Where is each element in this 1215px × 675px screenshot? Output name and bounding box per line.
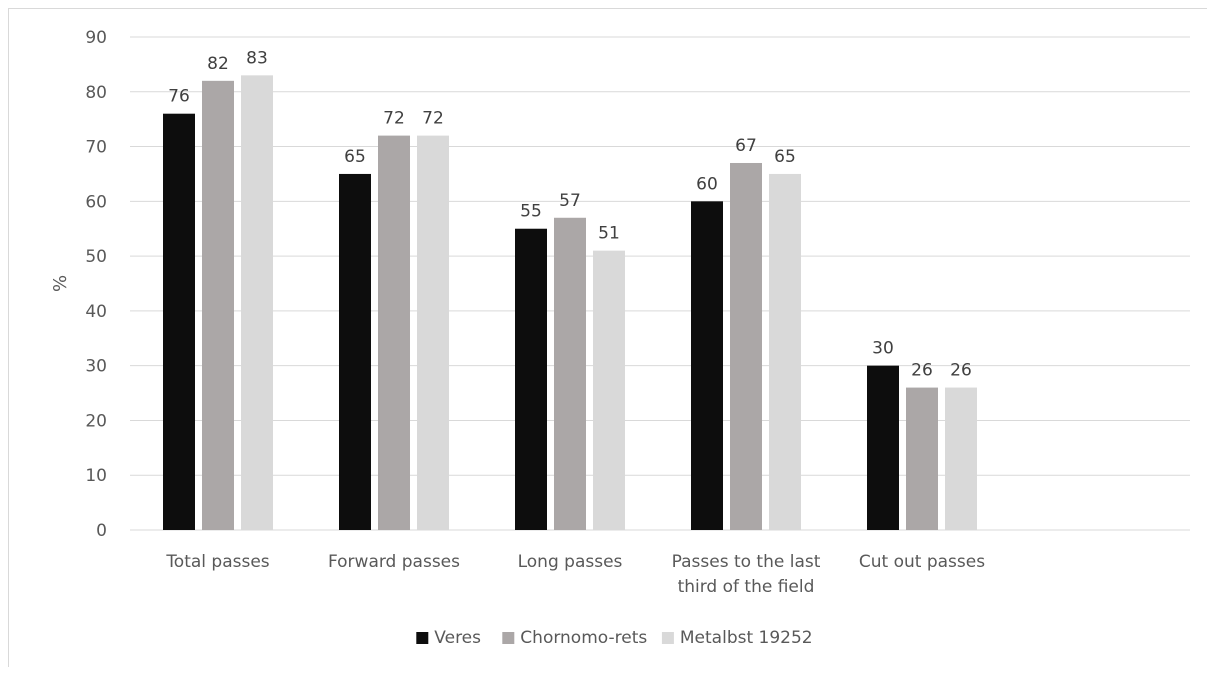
bar-chornomo-rets-3 bbox=[730, 162, 762, 530]
bar-metalbst-19252-3 bbox=[769, 173, 801, 530]
bar-metalbst-19252-0 bbox=[241, 75, 273, 530]
legend-label: Veres bbox=[434, 628, 481, 648]
bar-chornomo-rets-4 bbox=[906, 387, 938, 530]
data-label: 55 bbox=[520, 202, 542, 222]
data-label: 72 bbox=[383, 109, 405, 129]
bar-metalbst-19252-4 bbox=[945, 387, 977, 530]
bar-veres-4 bbox=[867, 365, 899, 530]
y-tick-label: 70 bbox=[85, 138, 107, 158]
data-label: 76 bbox=[168, 87, 190, 107]
data-label: 57 bbox=[559, 191, 581, 211]
bar-veres-0 bbox=[163, 113, 195, 530]
bar-chornomo-rets-2 bbox=[554, 217, 586, 530]
legend-swatch-2 bbox=[661, 632, 674, 644]
y-tick-label: 90 bbox=[85, 28, 107, 48]
y-tick-label: 0 bbox=[96, 521, 107, 541]
bar-metalbst-19252-2 bbox=[593, 250, 625, 530]
y-tick-label: 80 bbox=[85, 83, 107, 103]
data-label: 72 bbox=[422, 109, 444, 129]
bar-veres-1 bbox=[339, 173, 371, 530]
data-label: 67 bbox=[735, 136, 757, 156]
y-tick-label: 60 bbox=[85, 192, 107, 212]
x-category-label: Forward passes bbox=[328, 552, 460, 572]
bar-veres-3 bbox=[691, 201, 723, 531]
data-label: 65 bbox=[344, 147, 366, 167]
x-category-label: Passes to the last bbox=[672, 552, 821, 572]
x-category-label: Cut out passes bbox=[859, 552, 985, 572]
chart-frame bbox=[8, 8, 1207, 667]
data-label: 51 bbox=[598, 224, 620, 244]
bar-veres-2 bbox=[515, 228, 547, 530]
y-tick-label: 10 bbox=[85, 466, 107, 486]
legend-swatch-0 bbox=[416, 632, 429, 644]
legend-swatch-1 bbox=[502, 632, 515, 644]
y-tick-label: 50 bbox=[85, 247, 107, 267]
data-label: 82 bbox=[207, 54, 229, 74]
y-tick-label: 30 bbox=[85, 357, 107, 377]
x-category-label: third of the field bbox=[678, 577, 815, 597]
data-label: 26 bbox=[950, 361, 972, 381]
bar-metalbst-19252-1 bbox=[417, 135, 449, 530]
legend-label: Chornomo-rets bbox=[520, 628, 647, 648]
legend-label: Metalbst 19252 bbox=[680, 628, 813, 648]
data-label: 60 bbox=[696, 174, 718, 194]
y-tick-label: 40 bbox=[85, 302, 107, 322]
bar-chornomo-rets-1 bbox=[378, 135, 410, 530]
x-category-label: Total passes bbox=[165, 552, 269, 572]
bar-chornomo-rets-0 bbox=[202, 80, 234, 531]
x-category-label: Long passes bbox=[518, 552, 623, 572]
data-label: 30 bbox=[872, 339, 894, 359]
y-tick-label: 20 bbox=[85, 411, 107, 431]
data-label: 26 bbox=[911, 361, 933, 381]
data-label: 83 bbox=[246, 48, 268, 68]
y-axis-label: % bbox=[50, 275, 71, 292]
data-label: 65 bbox=[774, 147, 796, 167]
